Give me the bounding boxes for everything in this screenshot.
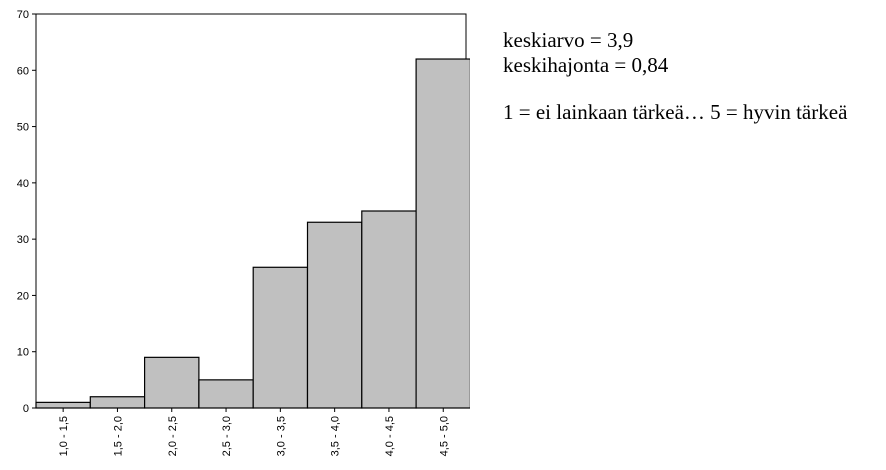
bar — [361, 210, 417, 409]
bar — [144, 356, 200, 409]
x-tick-label: 4,5 - 5,0 — [438, 416, 450, 456]
y-tick-label: 0 — [23, 403, 29, 415]
histogram-chart: 0 10 20 30 40 50 60 70 1,0 - 1,5 1,5 - 2,0 2,0 - … — [17, 9, 470, 456]
y-tick-label: 50 — [17, 122, 29, 134]
x-tick-label: 2,5 - 3,0 — [221, 416, 233, 456]
std-annotation: keskihajonta = 0,84 — [503, 53, 669, 77]
bar — [252, 266, 309, 409]
x-tick-label: 3,0 - 3,5 — [275, 416, 287, 456]
bar — [89, 396, 146, 409]
y-tick-label: 20 — [17, 290, 29, 302]
x-tick-label: 2,0 - 2,5 — [167, 416, 179, 456]
x-tick-label: 4,0 - 4,5 — [384, 416, 396, 456]
y-tick-label: 40 — [17, 178, 29, 190]
y-tick-label: 60 — [17, 65, 29, 77]
bar — [198, 379, 254, 409]
bar — [306, 221, 363, 409]
x-tick-label: 1,5 - 2,0 — [112, 416, 124, 456]
statistics-annotations: keskiarvo = 3,9 keskihajonta = 0,84 1 = … — [503, 28, 847, 125]
bar — [415, 58, 470, 409]
y-axis: 0 10 20 30 40 50 60 70 — [17, 9, 36, 415]
x-tick-label: 3,5 - 4,0 — [330, 416, 342, 456]
y-tick-label: 10 — [17, 347, 29, 359]
bars-group — [35, 58, 470, 409]
x-tick-label: 1,0 - 1,5 — [58, 416, 70, 456]
x-axis: 1,0 - 1,5 1,5 - 2,0 2,0 - 2,5 2,5 - 3,0 3,0 … — [58, 408, 450, 456]
bar — [35, 401, 91, 409]
mean-annotation: keskiarvo = 3,9 — [503, 28, 634, 52]
y-tick-label: 70 — [17, 9, 29, 21]
y-tick-label: 30 — [17, 234, 29, 246]
scale-note: 1 = ei lainkaan tärkeä… 5 = hyvin tärkeä — [503, 100, 848, 124]
